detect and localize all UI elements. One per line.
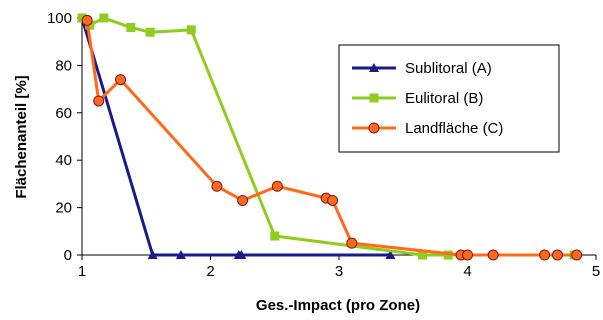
x-tick-label: 2 bbox=[206, 263, 214, 280]
legend-marker bbox=[369, 63, 379, 72]
legend-label: Eulitoral (B) bbox=[405, 90, 483, 107]
legend-marker bbox=[369, 93, 379, 103]
data-point bbox=[93, 95, 105, 107]
data-point bbox=[147, 250, 158, 259]
axes: 0 20 40 60 80 100 1 2 3 4 5 bbox=[47, 10, 600, 280]
series-eulitoral-b bbox=[77, 13, 579, 260]
data-point bbox=[99, 13, 109, 23]
x-tick-label: 1 bbox=[78, 263, 86, 280]
data-point bbox=[186, 25, 196, 35]
data-point bbox=[539, 249, 551, 261]
data-point bbox=[270, 231, 280, 241]
legend: Sublitoral (A) Eulitoral (B) Landfläche (C… bbox=[338, 44, 560, 153]
data-point bbox=[551, 249, 563, 261]
data-point bbox=[236, 250, 247, 259]
series-landfl-che-c bbox=[81, 14, 583, 261]
data-point bbox=[175, 250, 186, 259]
series-line bbox=[80, 16, 575, 257]
legend-label: Sublitoral (A) bbox=[405, 60, 492, 77]
series-line bbox=[80, 17, 391, 257]
data-point bbox=[115, 74, 127, 86]
legend-item-eulitoral-b: Eulitoral (B) bbox=[352, 90, 483, 107]
data-point bbox=[346, 237, 358, 249]
y-tick-label: 0 bbox=[64, 247, 72, 264]
y-tick-label: 20 bbox=[55, 200, 72, 217]
data-point bbox=[126, 22, 136, 32]
legend-item-landfl-che-c: Landfläche (C) bbox=[352, 120, 503, 137]
series-layer bbox=[77, 13, 583, 261]
data-point bbox=[211, 180, 223, 192]
y-axis-label: Flächenanteil [%] bbox=[13, 75, 30, 198]
x-tick-label: 5 bbox=[592, 263, 600, 280]
x-axis-label: Ges.-Impact (pro Zone) bbox=[256, 297, 420, 314]
data-point bbox=[571, 249, 583, 261]
data-point bbox=[237, 194, 249, 206]
y-tick-label: 100 bbox=[47, 10, 72, 27]
data-point bbox=[327, 194, 339, 206]
y-tick-label: 60 bbox=[55, 105, 72, 122]
x-tick-label: 3 bbox=[335, 263, 343, 280]
legend-item-sublitoral-a: Sublitoral (A) bbox=[352, 60, 492, 77]
data-point bbox=[271, 180, 283, 192]
data-point bbox=[77, 13, 87, 23]
legend-label: Landfläche (C) bbox=[405, 120, 503, 137]
data-point bbox=[418, 250, 428, 260]
legend-marker bbox=[368, 122, 380, 134]
data-point bbox=[487, 249, 499, 261]
data-point bbox=[81, 14, 93, 26]
y-tick-label: 80 bbox=[55, 57, 72, 74]
x-tick-label: 4 bbox=[463, 263, 471, 280]
data-point bbox=[145, 27, 155, 37]
data-point bbox=[385, 250, 396, 259]
data-point bbox=[462, 249, 473, 261]
y-tick-label: 40 bbox=[55, 152, 72, 169]
